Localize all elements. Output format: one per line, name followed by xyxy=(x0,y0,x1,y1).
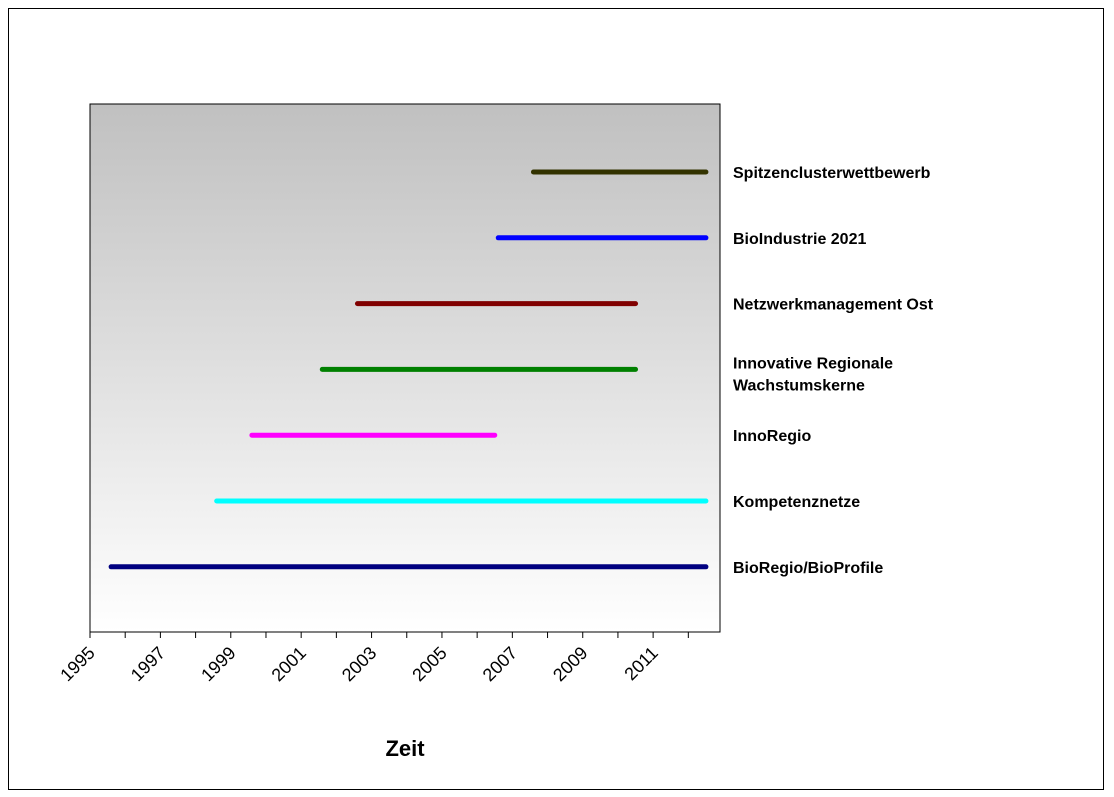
series-label: Wachstumskerne xyxy=(733,377,865,394)
x-tick-label: 1995 xyxy=(56,643,98,685)
timeline-bars xyxy=(108,169,709,570)
series-label: Kompetenznetze xyxy=(733,494,860,511)
series-label: BioIndustrie 2021 xyxy=(733,231,866,248)
x-axis: 1995 1997 1999 2001 2003 2005 2007 2009 2011 xyxy=(56,632,689,685)
series-label: Netzwerkmanagement Ost xyxy=(733,297,934,314)
series-label: InnoRegio xyxy=(733,428,811,445)
series-label: Spitzenclusterwettbewerb xyxy=(733,165,931,182)
series-label: BioRegio/BioProfile xyxy=(733,560,883,577)
x-tick-label: 2001 xyxy=(268,643,310,685)
x-tick-label: 2011 xyxy=(620,643,662,685)
x-tick-label: 1997 xyxy=(127,643,169,685)
series-labels: Spitzenclusterwettbewerb BioIndustrie 202… xyxy=(733,165,934,577)
x-tick-label: 1999 xyxy=(197,643,239,685)
x-tick-label: 2009 xyxy=(549,643,591,685)
x-tick-label: 2003 xyxy=(338,643,380,685)
x-axis-title: Zeit xyxy=(385,736,425,761)
x-tick-label: 2005 xyxy=(408,643,450,685)
series-label: Innovative Regionale xyxy=(733,355,893,372)
x-tick-label: 2007 xyxy=(479,643,521,685)
